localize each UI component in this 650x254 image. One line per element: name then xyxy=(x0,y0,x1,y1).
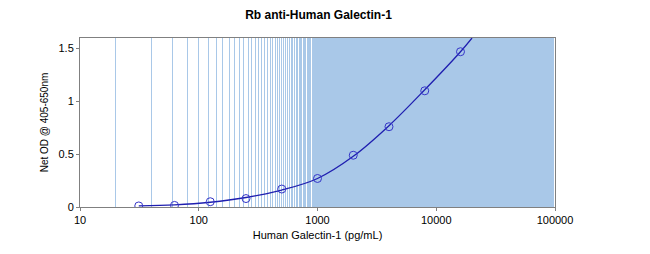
svg-text:0: 0 xyxy=(68,201,74,213)
svg-text:100: 100 xyxy=(190,214,208,226)
svg-text:100000: 100000 xyxy=(537,214,574,226)
svg-text:Rb anti-Human Galectin-1: Rb anti-Human Galectin-1 xyxy=(245,8,392,22)
svg-text:1.5: 1.5 xyxy=(59,42,74,54)
svg-text:Net OD @ 405-650nm: Net OD @ 405-650nm xyxy=(39,73,50,173)
svg-text:Human Galectin-1 (pg/mL): Human Galectin-1 (pg/mL) xyxy=(253,229,383,241)
svg-text:10: 10 xyxy=(74,214,86,226)
svg-text:10000: 10000 xyxy=(421,214,452,226)
svg-text:1: 1 xyxy=(68,95,74,107)
svg-text:1000: 1000 xyxy=(305,214,329,226)
svg-text:0.5: 0.5 xyxy=(59,148,74,160)
